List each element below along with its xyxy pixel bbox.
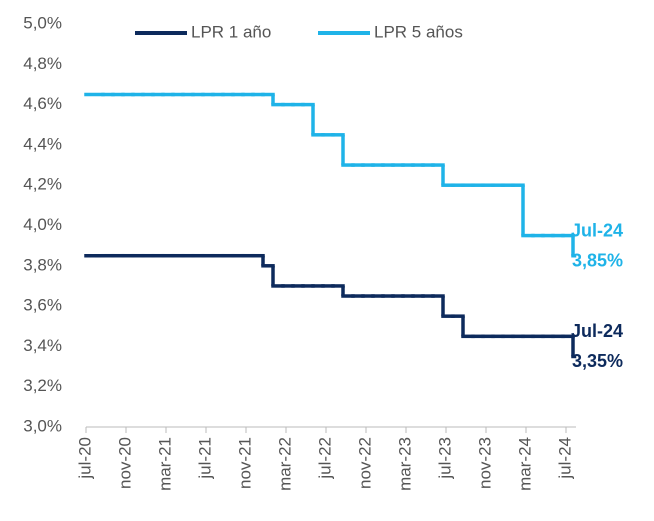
y-tick-label: 4,2% [23, 175, 62, 194]
x-tick-label: jul-23 [435, 437, 454, 480]
y-tick-label: 3,2% [23, 376, 62, 395]
end-label: 3,85% [572, 250, 623, 270]
x-tick-label: nov-20 [115, 437, 134, 489]
x-tick-label: jul-24 [555, 437, 574, 480]
x-tick-label: jul-21 [195, 437, 214, 480]
x-tick-label: mar-22 [275, 437, 294, 491]
end-label: Jul-24 [571, 220, 623, 240]
y-tick-label: 3,8% [23, 255, 62, 274]
x-tick-label: mar-24 [515, 437, 534, 491]
y-tick-label: 4,6% [23, 94, 62, 113]
end-label: 3,35% [572, 351, 623, 371]
legend-label: LPR 1 año [191, 22, 271, 41]
x-tick-label: jul-20 [75, 437, 94, 480]
x-tick-label: mar-23 [395, 437, 414, 491]
x-tick-label: mar-21 [155, 437, 174, 491]
y-tick-label: 3,6% [23, 296, 62, 315]
x-tick-label: nov-23 [475, 437, 494, 489]
end-label: Jul-24 [571, 321, 623, 341]
y-tick-label: 3,0% [23, 416, 62, 435]
y-tick-label: 5,0% [23, 13, 62, 32]
y-tick-label: 3,4% [23, 336, 62, 355]
y-tick-label: 4,4% [23, 134, 62, 153]
x-tick-label: nov-22 [355, 437, 374, 489]
x-tick-label: jul-22 [315, 437, 334, 480]
legend-label: LPR 5 años [374, 22, 463, 41]
y-tick-label: 4,0% [23, 215, 62, 234]
y-tick-label: 4,8% [23, 54, 62, 73]
x-tick-label: nov-21 [235, 437, 254, 489]
